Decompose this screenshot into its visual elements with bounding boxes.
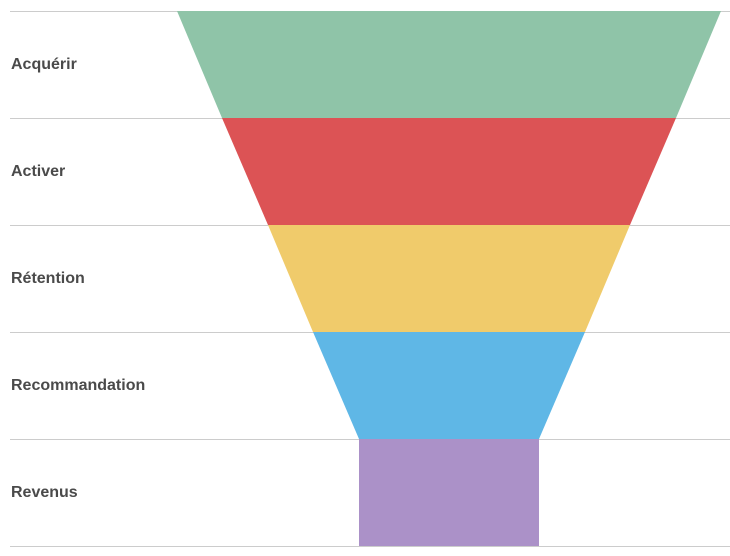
stage-label-acquerir: Acquérir <box>11 56 77 73</box>
funnel-segment-acquerir <box>177 11 721 118</box>
stage-label-recommandation: Recommandation <box>11 377 146 394</box>
stage-label-revenus: Revenus <box>11 484 78 501</box>
funnel-segment-activer <box>222 118 676 225</box>
funnel-segment-revenus <box>359 439 539 546</box>
stage-label-activer: Activer <box>11 163 66 180</box>
stage-label-retention: Rétention <box>11 270 85 287</box>
funnel-segment-retention <box>268 225 630 332</box>
funnel-segment-recommandation <box>313 332 585 439</box>
